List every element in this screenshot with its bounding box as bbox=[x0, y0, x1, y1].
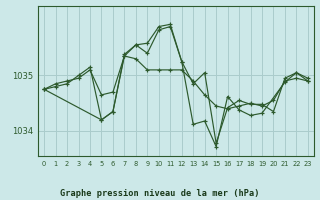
Text: Graphe pression niveau de la mer (hPa): Graphe pression niveau de la mer (hPa) bbox=[60, 189, 260, 198]
